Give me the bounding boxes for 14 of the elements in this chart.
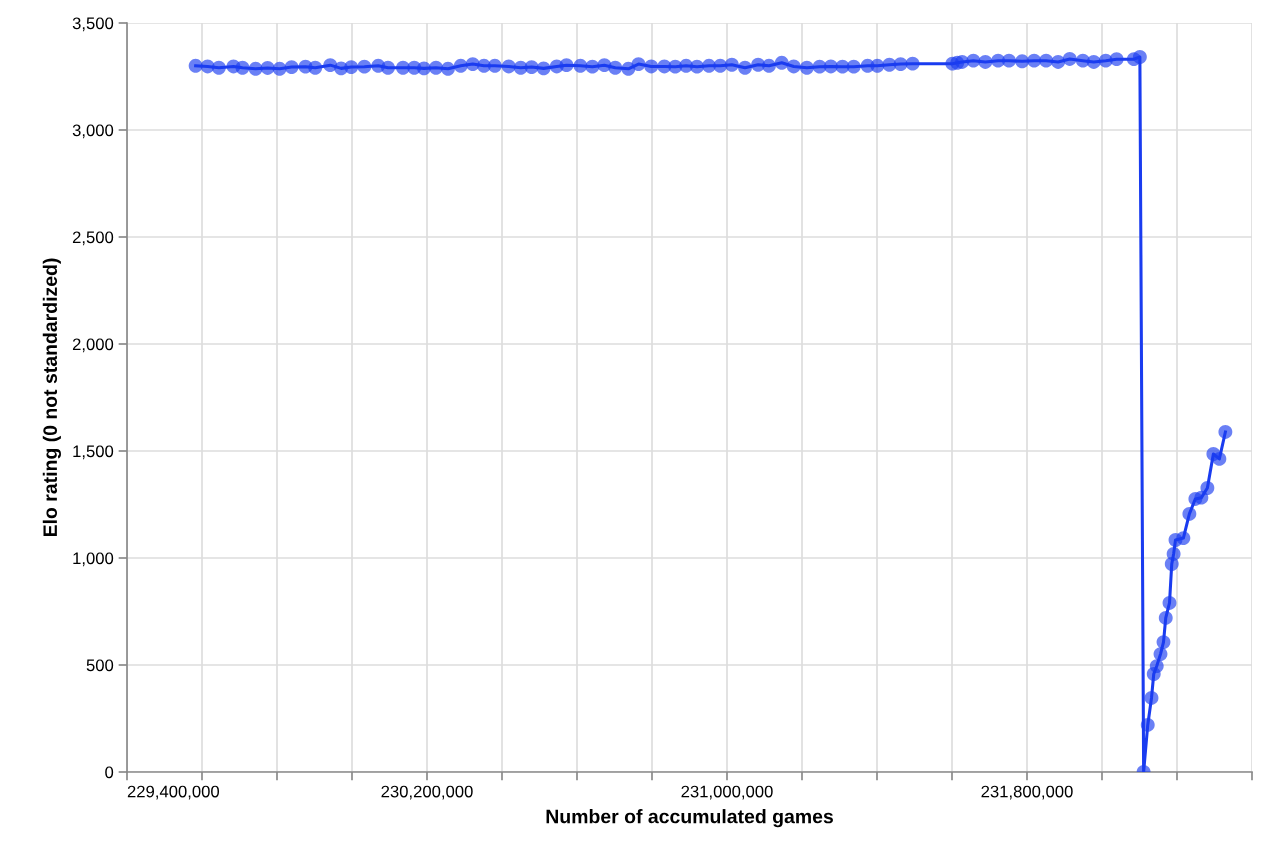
x-tick-label: 231,000,000 [681, 785, 773, 800]
y-tick-label: 500 [86, 659, 114, 672]
y-axis-title: Elo rating (0 not standardized) [42, 258, 61, 537]
x-tick-label: 230,200,000 [381, 785, 473, 800]
y-tick-label: 0 [105, 766, 114, 779]
y-tick-label: 2,000 [72, 338, 114, 353]
x-axis-title: Number of accumulated games [546, 809, 833, 828]
y-tick-label: 3,500 [72, 17, 114, 32]
x-tick-label: 229,400,000 [127, 785, 220, 800]
y-tick-label: 3,000 [72, 124, 114, 139]
y-tick-label: 2,500 [72, 231, 114, 246]
y-tick-label: 1,500 [73, 445, 114, 460]
y-tick-label: 1,000 [73, 552, 114, 567]
x-tick-label: 231,800,000 [981, 785, 1073, 800]
